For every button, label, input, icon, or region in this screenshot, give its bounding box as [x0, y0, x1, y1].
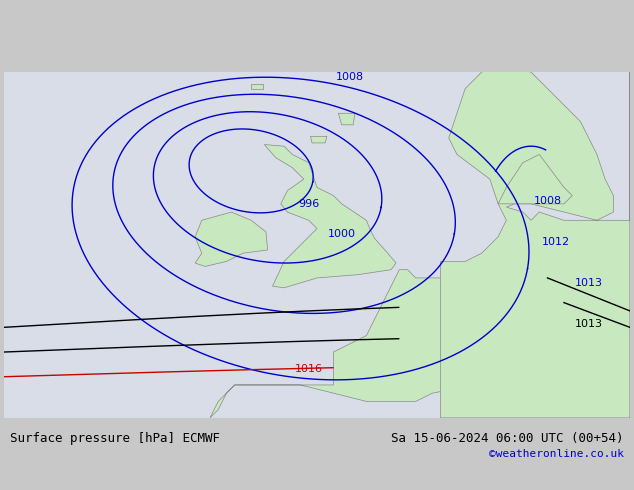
Text: ©weatheronline.co.uk: ©weatheronline.co.uk: [489, 449, 624, 459]
Text: 1013: 1013: [574, 319, 603, 329]
Text: 1012: 1012: [541, 237, 570, 247]
Text: 1008: 1008: [533, 196, 562, 206]
Polygon shape: [339, 113, 355, 125]
Text: 1016: 1016: [295, 364, 323, 374]
Polygon shape: [498, 154, 573, 204]
Polygon shape: [311, 136, 327, 143]
Polygon shape: [210, 270, 490, 418]
Text: 1013: 1013: [574, 278, 603, 288]
Text: Sa 15-06-2024 06:00 UTC (00+54): Sa 15-06-2024 06:00 UTC (00+54): [391, 432, 624, 445]
Text: 1008: 1008: [336, 73, 364, 82]
Text: 996: 996: [298, 199, 320, 209]
Text: 1000: 1000: [328, 229, 356, 239]
Polygon shape: [195, 212, 268, 267]
Text: Surface pressure [hPa] ECMWF: Surface pressure [hPa] ECMWF: [10, 432, 221, 445]
Polygon shape: [251, 84, 262, 89]
Polygon shape: [441, 64, 630, 418]
Polygon shape: [264, 145, 396, 288]
